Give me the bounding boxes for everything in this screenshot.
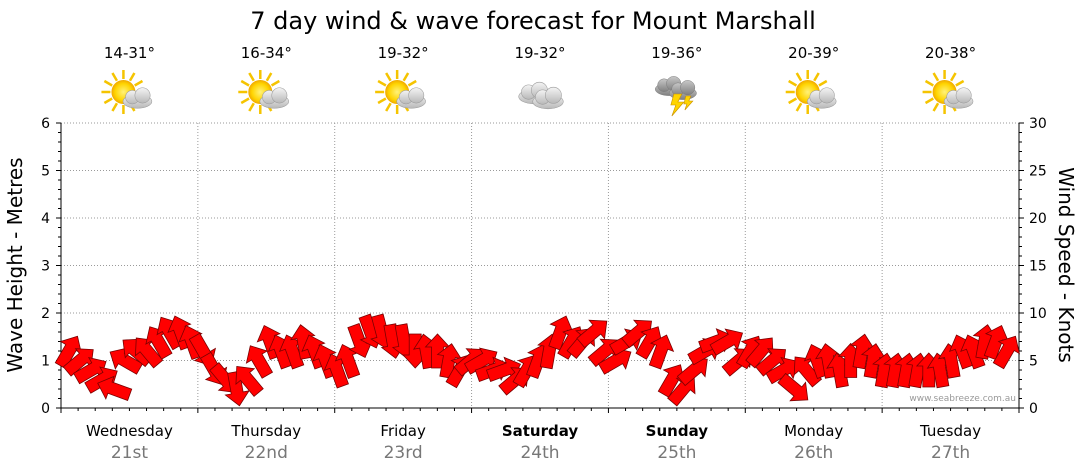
storm-icon (654, 76, 697, 117)
wind-arrow (709, 328, 744, 356)
day-date-label: 24th (520, 443, 559, 463)
wind-arrow (235, 366, 264, 397)
wind-arrow (97, 375, 133, 401)
right-axis-title: Wind Speed - Knots (1054, 167, 1078, 363)
sun-cloud-icon (922, 70, 974, 114)
left-tick-label: 5 (41, 164, 50, 180)
sun-cloud-icon (238, 70, 290, 114)
right-tick-label: 10 (1029, 306, 1047, 322)
right-axis-ticks: 0 5 10 15 20 25 30 (1019, 116, 1047, 417)
credit-text: www.seabreeze.com.au (909, 394, 1016, 404)
wind-arrow (777, 372, 809, 402)
day-date-label: 23rd (384, 443, 423, 463)
right-tick-label: 20 (1029, 211, 1047, 227)
cloud-icon (518, 81, 564, 110)
chart-title: 7 day wind & wave forecast for Mount Mar… (250, 7, 816, 35)
day-temperatures: 14-31° 16-34° 19-32° 19-32° 19-36° 20-39° 20-3… (104, 44, 976, 62)
sun-cloud-icon (101, 70, 153, 114)
day-name-label: Saturday (502, 422, 579, 440)
right-tick-label: 30 (1029, 116, 1047, 132)
temperature-range: 20-39° (788, 44, 839, 62)
sun-cloud-icon (785, 70, 837, 114)
left-axis-title: Wave Height - Metres (3, 157, 27, 372)
day-name-label: Monday (784, 422, 843, 440)
right-tick-label: 25 (1029, 164, 1047, 180)
wind-arrow (245, 345, 274, 379)
day-date-label: 27th (931, 443, 970, 463)
wind-arrow (224, 370, 250, 407)
left-tick-label: 3 (41, 259, 50, 275)
temperature-range: 14-31° (104, 44, 155, 62)
day-date-label: 21st (111, 443, 148, 463)
sun-cloud-icon (375, 70, 427, 114)
left-axis-ticks: 0 1 2 3 4 5 6 (41, 116, 61, 417)
right-tick-label: 15 (1029, 259, 1047, 275)
wind-arrow (635, 326, 663, 360)
wind-arrow (334, 343, 361, 380)
day-name-label: Wednesday (86, 422, 173, 440)
wind-arrow (849, 333, 876, 370)
left-tick-label: 6 (41, 116, 50, 132)
day-date-label: 22nd (245, 443, 288, 463)
left-tick-label: 0 (41, 401, 50, 417)
day-name-label: Tuesday (919, 422, 981, 440)
left-tick-label: 4 (41, 211, 50, 227)
weather-icons (101, 70, 974, 117)
day-date-label: 25th (657, 443, 696, 463)
right-tick-label: 0 (1029, 401, 1038, 417)
wind-arrow (84, 366, 118, 394)
left-tick-label: 1 (41, 354, 50, 370)
temperature-range: 20-38° (925, 44, 976, 62)
left-tick-label: 2 (41, 306, 50, 322)
day-date-label: 26th (794, 443, 833, 463)
day-labels: Wednesday 21st Thursday 22nd Friday 23rd Satur… (86, 422, 981, 463)
wind-arrow (648, 334, 675, 370)
day-name-label: Thursday (230, 422, 301, 440)
temperature-range: 19-32° (514, 44, 565, 62)
day-name-label: Sunday (646, 422, 709, 440)
temperature-range: 16-34° (241, 44, 292, 62)
wind-arrow (576, 319, 608, 349)
wind-arrows (54, 313, 1020, 407)
right-tick-label: 5 (1029, 354, 1038, 370)
temperature-range: 19-36° (651, 44, 702, 62)
temperature-range: 19-32° (378, 44, 429, 62)
day-name-label: Friday (380, 422, 426, 440)
wind-arrow (992, 335, 1020, 370)
wind-arrow (860, 343, 887, 379)
